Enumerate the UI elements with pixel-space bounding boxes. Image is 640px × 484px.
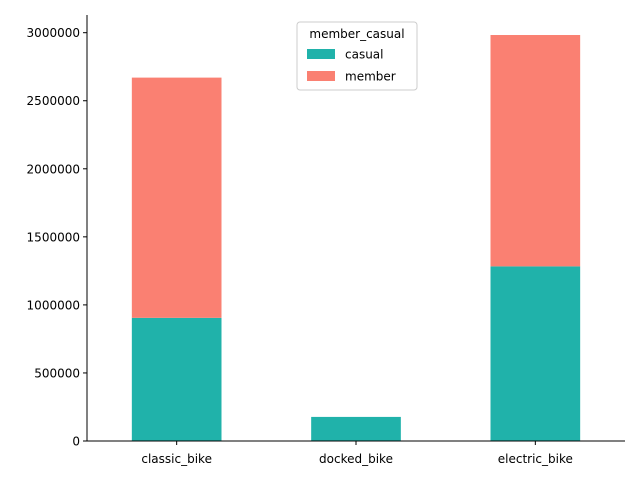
y-tick-label: 0 [72,435,80,449]
x-tick-label: electric_bike [498,452,573,466]
x-tick-label: docked_bike [319,452,393,466]
y-tick-label: 500000 [34,366,80,380]
legend-label-casual: casual [345,48,384,62]
y-tick-label: 2000000 [27,162,80,176]
y-tick-label: 2500000 [27,94,80,108]
y-tick-label: 1000000 [27,298,80,312]
bar-member-electric_bike [490,35,581,267]
bar-member-classic_bike [131,77,222,318]
legend-label-member: member [345,70,396,84]
legend-title: member_casual [309,27,404,41]
y-tick-label: 3000000 [27,26,80,40]
bar-casual-classic_bike [131,317,222,441]
axes-layer: classic_bike docked_bike electric_bike 0 500… [27,15,625,466]
y-tick-label: 1500000 [27,230,80,244]
bar-casual-docked_bike [311,416,401,441]
x-tick-label: classic_bike [141,452,212,466]
bars-layer [131,35,581,441]
legend-swatch-member [307,71,335,81]
bar-casual-electric_bike [490,266,581,441]
legend-swatch-casual [307,49,335,59]
